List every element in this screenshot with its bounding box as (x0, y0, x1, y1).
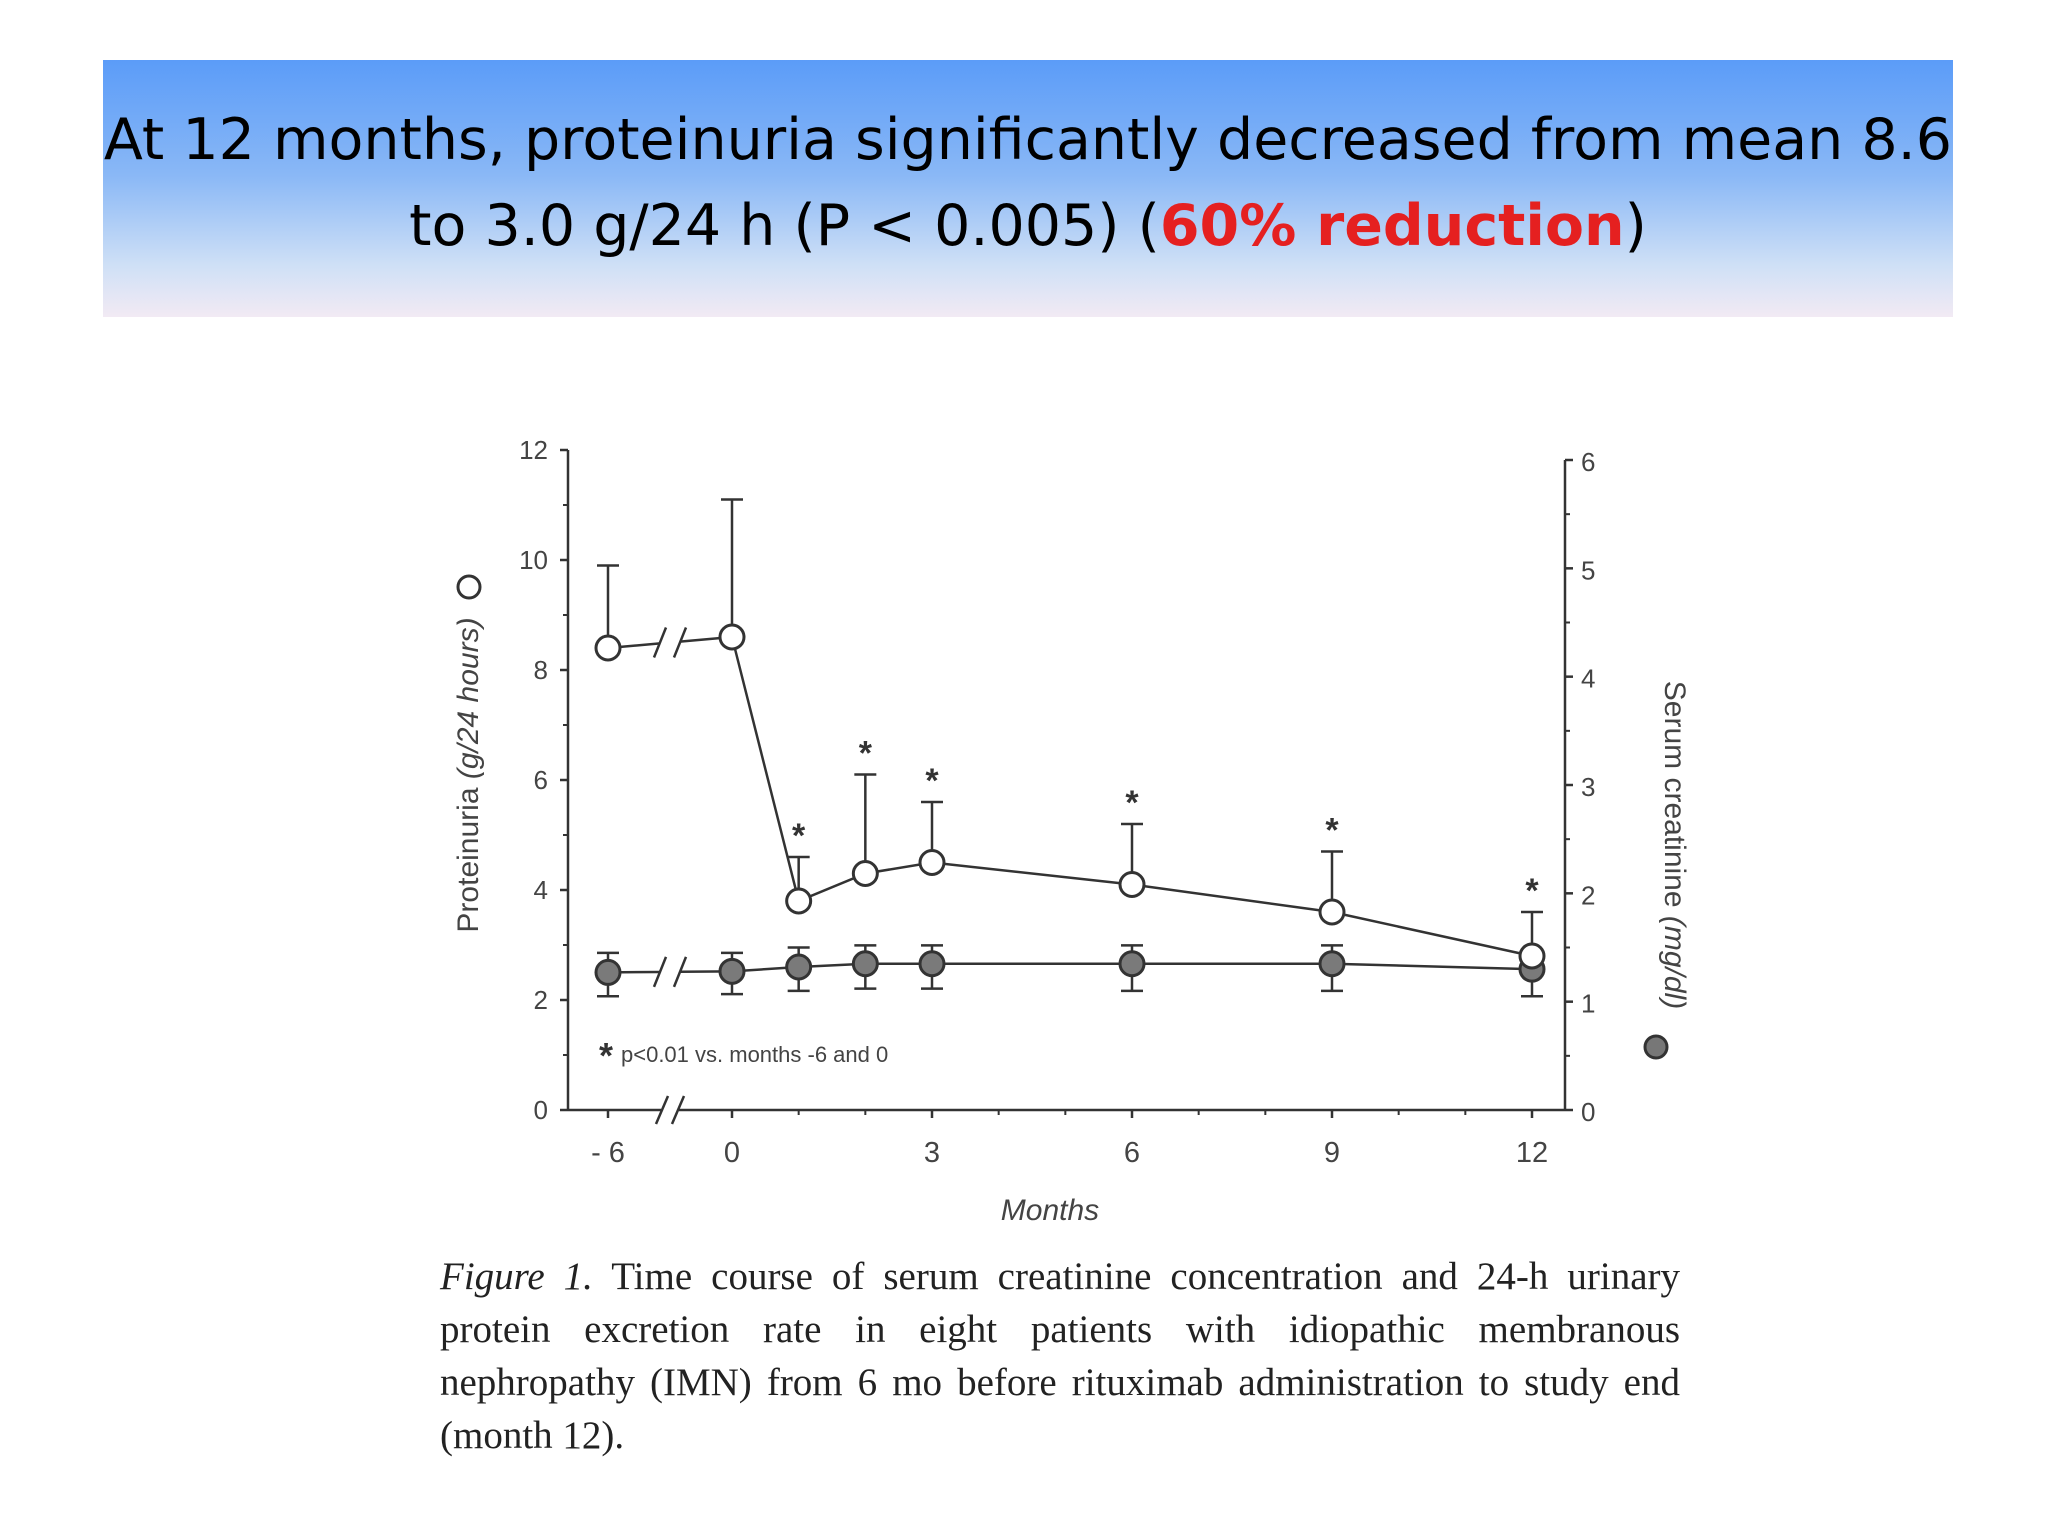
right-axis-legend-marker (1643, 1034, 1669, 1060)
proteinuria-significance-asterisk: * (859, 735, 873, 773)
proteinuria-point (1118, 871, 1146, 898)
creatinine-point (918, 950, 946, 978)
proteinuria-significance-asterisk: * (1325, 812, 1339, 850)
left-axis-title-unit: (g/24 hours) (452, 617, 485, 779)
right-tick-label: 5 (1581, 555, 1595, 585)
left-tick-label: 2 (534, 985, 548, 1015)
left-tick-label: 8 (534, 655, 548, 685)
proteinuria-point (718, 623, 746, 651)
right-tick-label: 1 (1581, 989, 1595, 1019)
creatinine-point (785, 953, 813, 981)
left-tick-label: 6 (534, 765, 548, 795)
creatinine-point (851, 950, 879, 978)
annotation-asterisk: * (599, 1035, 613, 1076)
proteinuria-point (594, 634, 622, 662)
left-axis-legend-marker (456, 574, 482, 600)
proteinuria-significance-asterisk: * (925, 762, 939, 800)
slide-title-line-1: At 12 months, proteinuria significantly … (103, 106, 1953, 173)
proteinuria-break-mark (652, 627, 668, 658)
x-axis-break-mark (670, 1095, 686, 1125)
creatinine-point (1318, 950, 1346, 978)
title-line-2-post: ) (1624, 192, 1647, 259)
figure-caption-text: Time course of serum creatinine concentr… (440, 1255, 1680, 1457)
proteinuria-significance-asterisk: * (1525, 872, 1539, 910)
right-tick-label: 3 (1581, 772, 1595, 802)
slide-title-line-2: to 3.0 g/24 h (P < 0.005) (60% reduction… (409, 183, 1647, 269)
left-tick-label: 4 (534, 875, 548, 905)
creatinine-point (594, 958, 622, 986)
left-tick-label: 12 (519, 435, 548, 465)
proteinuria-point (851, 860, 879, 887)
right-tick-label: 0 (1581, 1097, 1595, 1127)
title-band: At 12 months, proteinuria significantly … (103, 60, 1953, 317)
proteinuria-point (1518, 942, 1546, 970)
proteinuria-break-mark (672, 627, 688, 658)
figure-caption: Figure 1. Time course of serum creatinin… (440, 1250, 1680, 1462)
creatinine-break-mark (672, 956, 688, 988)
x-axis-title: Months (1001, 1194, 1099, 1227)
x-tick-label: 3 (924, 1137, 940, 1169)
title-line-2-pre: to 3.0 g/24 h (P < 0.005) ( (409, 192, 1160, 259)
right-axis-title-main: Serum creatinine (1658, 681, 1691, 916)
creatinine-point (1118, 950, 1146, 978)
right-axis-title-unit: (mg/dl) (1658, 916, 1691, 1009)
left-axis-title-main: Proteinuria (452, 779, 485, 932)
title-highlight: 60% reduction (1159, 192, 1625, 259)
right-tick-label: 4 (1581, 664, 1595, 694)
creatinine-point (718, 957, 746, 985)
x-tick-label: 6 (1124, 1137, 1140, 1169)
right-tick-label: 6 (1581, 447, 1595, 477)
right-axis-title: Serum creatinine (mg/dl) (1658, 681, 1691, 1009)
x-tick-label: - 6 (591, 1137, 625, 1169)
x-axis-break-mark (654, 1095, 670, 1125)
left-tick-label: 10 (519, 545, 548, 575)
figure-label: Figure 1. (440, 1255, 593, 1298)
proteinuria-significance-asterisk: * (1125, 784, 1139, 822)
proteinuria-point (785, 887, 813, 915)
x-tick-label: 9 (1324, 1137, 1340, 1169)
annotation-text: p<0.01 vs. months -6 and 0 (621, 1042, 888, 1067)
left-tick-label: 0 (534, 1095, 548, 1125)
right-tick-label: 2 (1581, 880, 1595, 910)
proteinuria-significance-asterisk: * (792, 817, 806, 855)
proteinuria-point (1318, 898, 1346, 926)
creatinine-break-mark (652, 956, 668, 988)
proteinuria-point (918, 849, 946, 876)
x-tick-label: 12 (1516, 1137, 1548, 1169)
x-tick-label: 0 (724, 1137, 740, 1169)
x-axis-break-gap (661, 1104, 679, 1116)
left-axis-title: Proteinuria (g/24 hours) (452, 617, 485, 932)
